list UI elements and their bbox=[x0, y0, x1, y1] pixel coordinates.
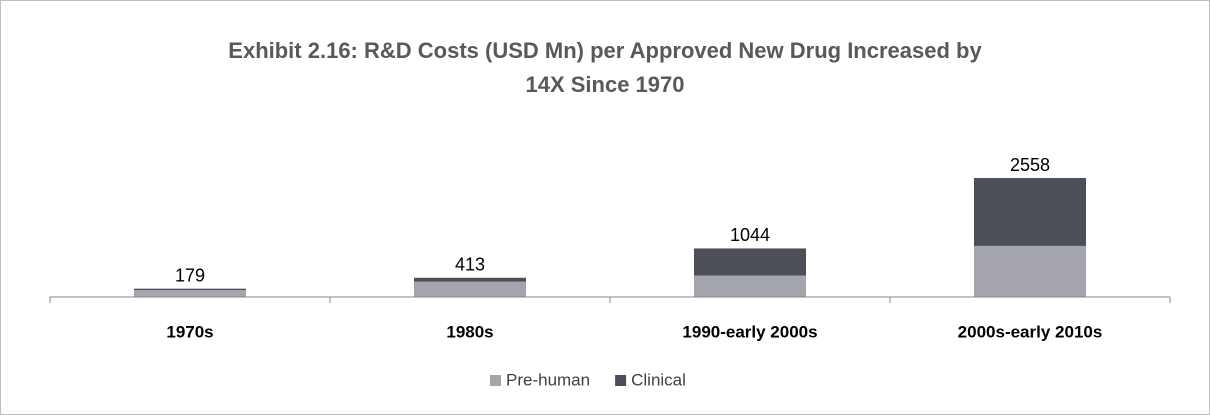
bar-segment bbox=[134, 288, 246, 291]
bar-segment bbox=[974, 178, 1086, 246]
x-tick-label: 1970s bbox=[166, 322, 213, 341]
x-tick-label: 1980s bbox=[446, 322, 493, 341]
x-tick-label: 1990-early 2000s bbox=[682, 322, 817, 341]
bar-segment bbox=[414, 281, 526, 297]
total-label: 1044 bbox=[730, 225, 770, 245]
legend-label: Pre-human bbox=[506, 370, 590, 389]
chart-title: Exhibit 2.16: R&D Costs (USD Mn) per App… bbox=[228, 38, 982, 63]
total-label: 2558 bbox=[1010, 155, 1050, 175]
bar-segment bbox=[414, 277, 526, 282]
total-label: 179 bbox=[175, 265, 205, 285]
legend-swatch bbox=[490, 375, 501, 386]
bar-segment bbox=[694, 275, 806, 297]
bar-segment bbox=[974, 245, 1086, 297]
bar-segment bbox=[134, 290, 246, 297]
x-tick-label: 2000s-early 2010s bbox=[958, 322, 1103, 341]
bar-segment bbox=[694, 248, 806, 276]
chart-title: 14X Since 1970 bbox=[525, 72, 684, 97]
total-label: 413 bbox=[455, 255, 485, 275]
legend-label: Clinical bbox=[631, 370, 686, 389]
legend-swatch bbox=[615, 375, 627, 386]
